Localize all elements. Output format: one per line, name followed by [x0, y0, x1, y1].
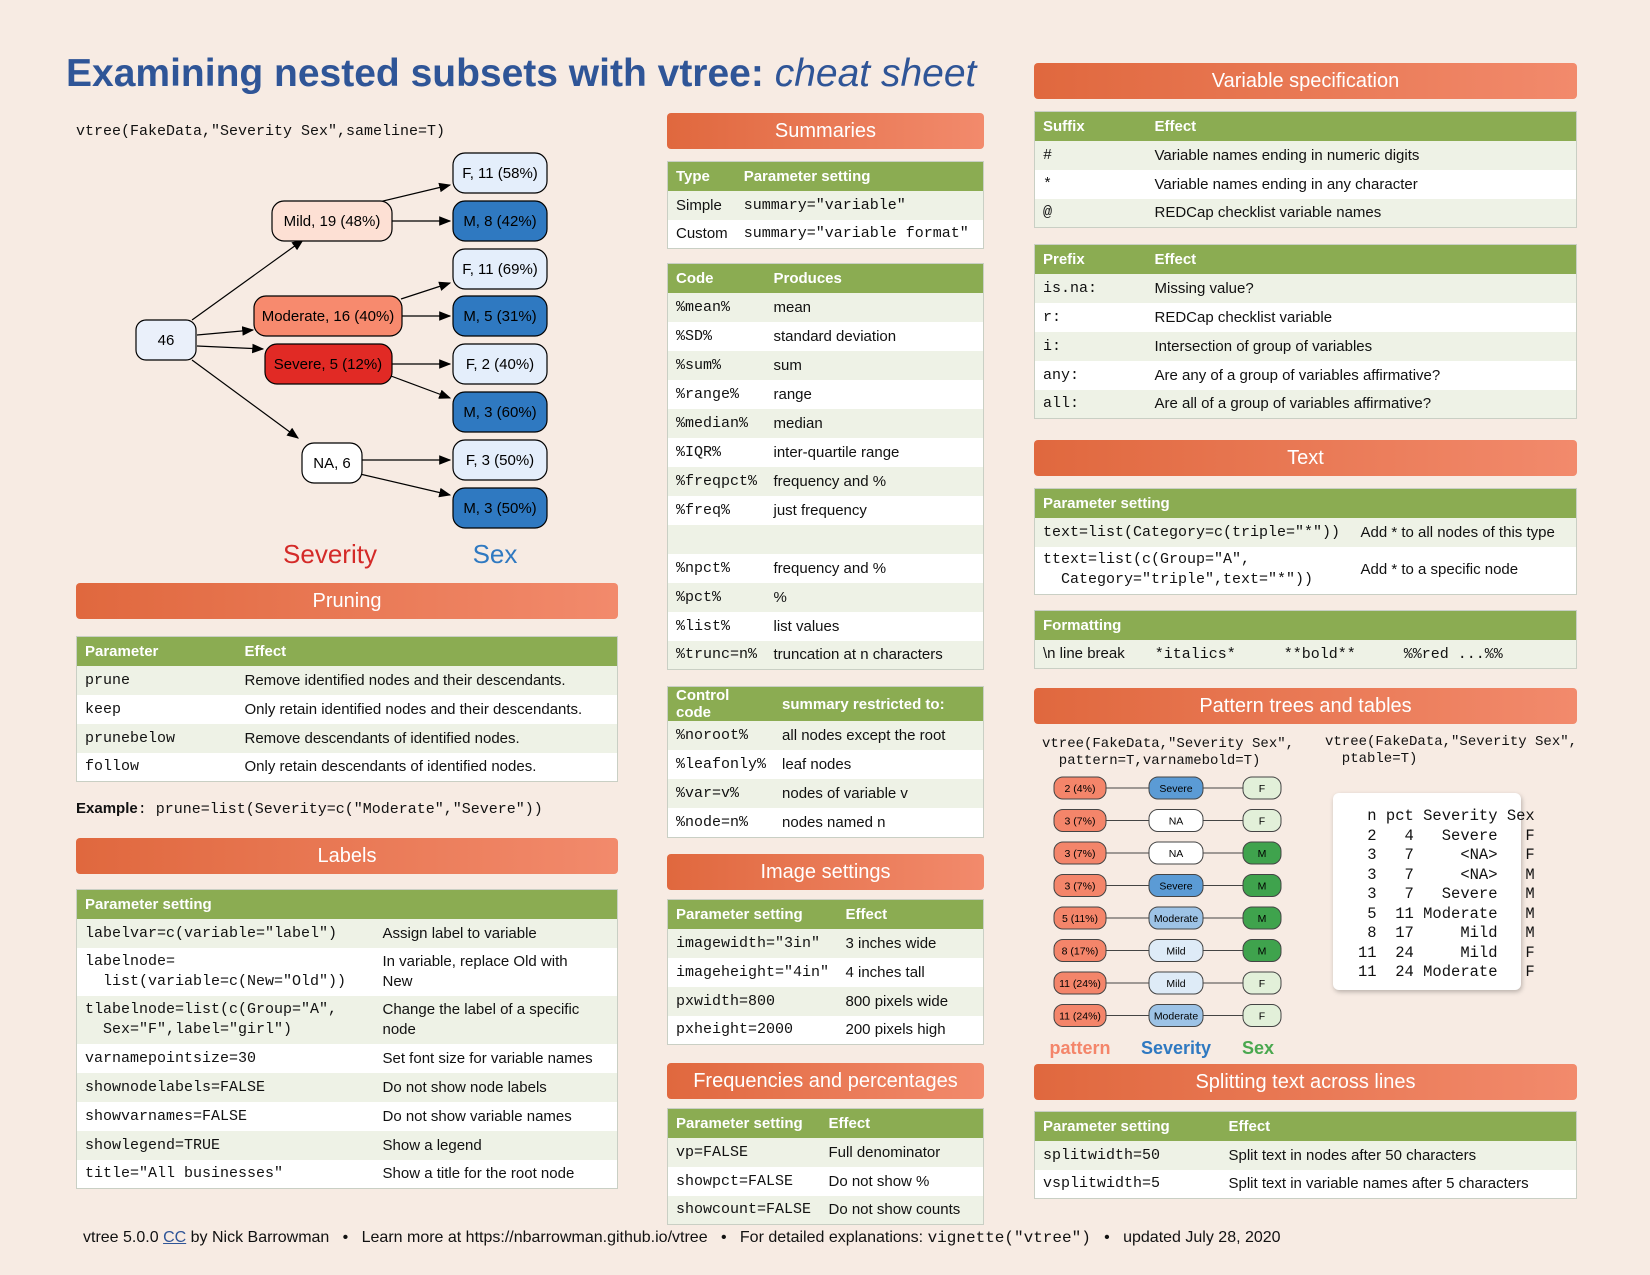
pattern-sex: M [1258, 881, 1267, 893]
pruning-header: Pruning [76, 583, 618, 619]
pattern-sex: F [1259, 816, 1265, 828]
pattern-severity: NA [1169, 816, 1184, 828]
pattern-sex: F [1259, 783, 1265, 795]
pattern-count-box [1053, 939, 1107, 962]
labels-header: Labels [76, 838, 618, 874]
formatting-table: Formatting \n line break *italics* **bold*… [1034, 610, 1577, 669]
tree-leaf: F, 3 (50%) [466, 452, 534, 469]
pattern-count: 11 (24%) [1059, 978, 1101, 990]
pattern-severity: Severe [1159, 881, 1192, 893]
pattern-severity: Mild [1166, 978, 1185, 990]
pattern-sex: M [1258, 913, 1267, 925]
pattern-sex-box [1242, 809, 1282, 832]
frequencies-table: Parameter setting Effect vp=FALSE Full den… [667, 1108, 984, 1225]
tree-leaf: M, 5 (31%) [463, 308, 536, 325]
tree-var-severity: Severity [283, 539, 377, 569]
pattern-severity: Mild [1166, 946, 1185, 958]
tree-node-moderate: Moderate, 16 (40%) [262, 308, 395, 325]
tree-root: 46 [158, 332, 175, 349]
pattern-sex-box [1242, 874, 1282, 897]
pattern-legend-pattern: pattern [1049, 1038, 1110, 1058]
labels-table: Parameter setting labelvar=c(variable="l… [76, 889, 618, 1189]
pattern-tree: 2 (4%) Severe F 3 (7%) NA F 3 (7%) NA M 3 (7%) Sev… [1049, 776, 1282, 1058]
tree-node-na: NA, 6 [313, 455, 351, 472]
pattern-sex: M [1258, 848, 1267, 860]
pattern-sex-box [1242, 906, 1282, 930]
pattern-count: 8 (17%) [1062, 946, 1099, 958]
pattern-count-box [1053, 1004, 1107, 1027]
pattern-count: 3 (7%) [1065, 816, 1096, 828]
pattern-count-box [1053, 874, 1107, 897]
pattern-count: 5 (11%) [1062, 913, 1098, 925]
pattern-sex: F [1259, 1011, 1265, 1023]
pattern-severity: Moderate [1154, 1011, 1199, 1023]
tree-var-sex: Sex [473, 539, 518, 569]
pattern-count: 11 (24%) [1059, 1011, 1101, 1023]
ptable-code: vtree(FakeData,"Severity Sex", ptable=T) [1325, 734, 1578, 767]
text-table: Parameter setting text=list(Category=c(t… [1034, 488, 1577, 595]
pattern-count-box [1053, 776, 1107, 800]
footer: vtree 5.0.0 CC by Nick Barrowman • Learn… [83, 1229, 1281, 1247]
pattern-sex-box [1242, 939, 1282, 962]
frequencies-header: Frequencies and percentages [667, 1063, 984, 1099]
tree-leaf: M, 8 (42%) [463, 213, 536, 230]
tree-node-mild: Mild, 19 (48%) [284, 213, 381, 230]
pattern-sex-box [1242, 776, 1282, 800]
prefix-table: Prefix Effect is.na: Missing value? r: REDC… [1034, 244, 1577, 419]
ptable: n pct Severity Sex 2 4 Severe F 3 7 <NA>… [1333, 793, 1535, 990]
formatting-items: \n line break *italics* **bold** %%red ...%… [1034, 639, 1577, 669]
cc-license-link[interactable]: CC [163, 1229, 187, 1246]
summaries-type-table: Type Parameter setting Simple summary="var… [667, 161, 984, 249]
image-settings-header: Image settings [667, 854, 984, 890]
pattern-severity-box [1148, 809, 1204, 832]
variable-spec-header: Variable specification [1034, 63, 1577, 99]
summaries-control-table: Control code summary restricted to: %noro… [667, 686, 984, 838]
pattern-code: vtree(FakeData,"Severity Sex", pattern=T… [1042, 736, 1295, 769]
splitting-header: Splitting text across lines [1034, 1064, 1577, 1100]
pattern-legend-severity: Severity [1141, 1038, 1211, 1058]
suffix-table: Suffix Effect # Variable names ending in n… [1034, 111, 1577, 228]
vtree-diagram: 46 Mild, 19 (48%) Moderate, 16 (40%) Sev… [135, 152, 548, 569]
pattern-count: 2 (4%) [1065, 783, 1096, 795]
pattern-severity-box [1148, 874, 1204, 897]
pattern-severity: NA [1169, 848, 1184, 860]
pattern-severity-box [1148, 841, 1204, 865]
page-title: Examining nested subsets with vtree: che… [66, 52, 977, 95]
example-code: vtree(FakeData,"Severity Sex",sameline=T… [76, 123, 446, 140]
pattern-sex-box [1242, 971, 1282, 995]
tree-leaf: F, 2 (40%) [466, 356, 534, 373]
tree-leaf: F, 11 (58%) [462, 165, 538, 182]
pattern-severity-box [1148, 971, 1204, 995]
pattern-sex: M [1258, 946, 1267, 958]
pattern-count-box [1053, 841, 1107, 865]
text-header: Text [1034, 440, 1577, 476]
tree-node-severe: Severe, 5 (12%) [274, 356, 382, 373]
pattern-count: 3 (7%) [1065, 848, 1096, 860]
pattern-sex-box [1242, 1004, 1282, 1027]
pattern-severity-box [1148, 939, 1204, 962]
tree-leaf: M, 3 (60%) [463, 404, 536, 421]
tree-leaf: M, 3 (50%) [463, 500, 536, 517]
pattern-count-box [1053, 809, 1107, 832]
pattern-severity-box [1148, 776, 1204, 800]
summaries-code-table: Code Produces %mean% mean %SD% standard dev… [667, 263, 984, 670]
pattern-severity-box [1148, 906, 1204, 930]
splitting-table: Parameter setting Effect splitwidth=50 Spl… [1034, 1111, 1577, 1199]
pattern-count: 3 (7%) [1065, 881, 1096, 893]
pattern-header: Pattern trees and tables [1034, 688, 1577, 724]
pattern-count-box [1053, 971, 1107, 995]
pattern-count-box [1053, 906, 1107, 930]
summaries-header: Summaries [667, 113, 984, 149]
pattern-severity: Moderate [1154, 913, 1199, 925]
pattern-sex-box [1242, 841, 1282, 865]
tree-leaf: F, 11 (69%) [462, 261, 538, 278]
image-settings-table: Parameter setting Effect imagewidth="3in"… [667, 899, 984, 1045]
pruning-table: Parameter Effect prune Remove identified n… [76, 636, 618, 782]
pattern-severity-box [1148, 1004, 1204, 1027]
pruning-example: Example: prune=list(Severity=c("Moderate… [76, 800, 543, 818]
pattern-legend-sex: Sex [1242, 1038, 1274, 1058]
pattern-sex: F [1259, 978, 1265, 990]
pattern-severity: Severe [1159, 783, 1192, 795]
